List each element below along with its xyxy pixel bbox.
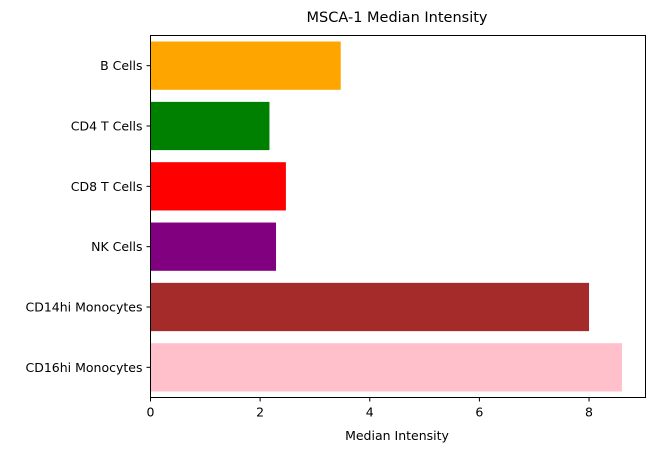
x-axis: 0 2 4 6 8 (147, 397, 593, 420)
x-axis-label: Median Intensity (345, 428, 449, 443)
x-tick-label: 4 (366, 405, 374, 420)
chart-title: MSCA-1 Median Intensity (307, 10, 488, 26)
y-tick-label: CD14hi Monocytes (25, 300, 142, 315)
bar-cd8-t-cells (150, 162, 286, 211)
y-tick-label: CD4 T Cells (71, 119, 143, 134)
y-axis: B Cells CD4 T Cells CD8 T Cells NK Cells CD1… (25, 58, 151, 375)
x-tick-label: 0 (147, 405, 155, 420)
bar-cd16hi-monocytes (150, 343, 622, 392)
bars-group (150, 41, 622, 392)
bar-cd14hi-monocytes (150, 282, 590, 332)
y-tick-label: B Cells (100, 58, 142, 73)
plot-frame (150, 35, 646, 398)
bar-cd4-t-cells (150, 101, 270, 151)
y-tick-label: CD8 T Cells (71, 179, 143, 194)
x-tick-label: 8 (585, 405, 593, 420)
x-tick-label: 2 (256, 405, 264, 420)
bar-b-cells (150, 41, 341, 90)
x-tick-label: 6 (475, 405, 483, 420)
y-tick-label: NK Cells (91, 239, 142, 254)
y-tick-label: CD16hi Monocytes (25, 360, 142, 375)
bar-nk-cells (150, 222, 277, 271)
